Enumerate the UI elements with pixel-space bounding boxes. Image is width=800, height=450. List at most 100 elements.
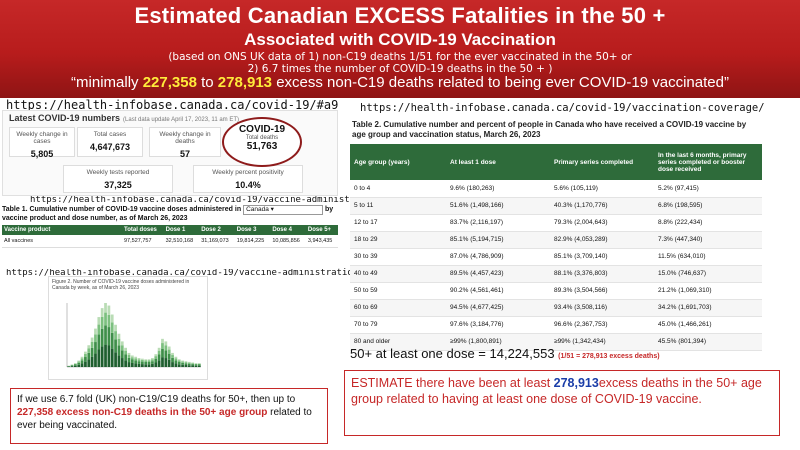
chart-bar <box>157 360 161 367</box>
chart-bar <box>107 305 111 315</box>
chart-bar <box>100 346 104 367</box>
table1-grid: Vaccine product Total doses Dose 1 Dose … <box>2 225 338 248</box>
card-weekly-cases: Weekly change in cases 5,805 <box>9 127 75 159</box>
chart-bar <box>171 352 174 356</box>
chart-bar <box>127 355 131 358</box>
fifty-plus-dose-summary: 50+ at least one dose = 14,224,553 (1/51… <box>350 346 770 368</box>
chart-bar <box>94 353 97 367</box>
chart-bar <box>77 360 81 362</box>
chart-bar <box>154 354 158 357</box>
headline-claim: “minimally 227,358 to 278,913 excess non… <box>0 74 800 91</box>
table-row: 40 to 49 89.5% (4,457,423) 88.1% (3,376,80… <box>350 265 762 283</box>
chart-bar <box>104 303 107 313</box>
column-header: In the last 6 months, primary series com… <box>654 144 762 180</box>
chart-bar <box>197 363 201 364</box>
table1-caption: Table 1. Cumulative number of COVID-19 v… <box>2 205 338 223</box>
chart-bar <box>127 352 131 356</box>
chart-bar <box>100 308 104 317</box>
claim-suffix: excess non-C19 deaths related to being e… <box>272 74 729 91</box>
slide-title: Estimated Canadian EXCESS Fatalities in … <box>134 3 666 28</box>
chart-bar <box>141 361 144 365</box>
chart-bar <box>120 350 124 359</box>
chart-bar <box>134 356 138 359</box>
card-value: 37,325 <box>104 180 132 190</box>
chart-bar <box>184 362 188 364</box>
chart-bar <box>70 364 74 366</box>
card-label: Weekly change in cases <box>16 131 68 145</box>
card-label: Weekly tests reported <box>86 169 150 176</box>
chart-bar <box>177 364 181 367</box>
table2-grid: Age group (years) At least 1 dose Primar… <box>350 144 762 351</box>
column-header: Primary series completed <box>550 144 654 180</box>
table2-body: 0 to 4 9.6% (180,263) 5.6% (105,119) 5.2% (… <box>350 180 762 351</box>
table-header-row: Age group (years) At least 1 dose Primar… <box>350 144 762 180</box>
chart-bar <box>90 341 94 348</box>
table-cell: ≥99% (1,800,891) <box>446 333 550 351</box>
chart-bar <box>181 361 184 363</box>
table-cell: 89.5% (4,457,423) <box>446 265 550 283</box>
chart-bar <box>151 359 154 362</box>
table-cell: 10,085,856 <box>270 235 306 248</box>
chart-bar <box>161 338 164 344</box>
last-update-text: (Last data update April 17, 2023, 11 am … <box>123 117 239 123</box>
table-cell: 19,814,225 <box>234 235 271 248</box>
chart-bar <box>137 361 141 364</box>
chart-bar <box>114 331 117 340</box>
table-cell: 60 to 69 <box>350 299 446 317</box>
chart-bar <box>127 362 131 367</box>
chart-bar <box>167 349 171 354</box>
table-cell: 85.1% (5,194,715) <box>446 231 550 249</box>
chart-bar <box>161 357 164 367</box>
table-cell: 0 to 4 <box>350 180 446 198</box>
chart-bar <box>177 360 181 363</box>
chart-bar <box>124 347 127 351</box>
chart-bar <box>80 363 84 367</box>
chart-bar <box>191 363 194 365</box>
chart-bar <box>144 360 148 363</box>
right-note-number: 278,913 <box>553 376 599 390</box>
table-cell: 15.0% (746,637) <box>654 265 762 283</box>
chart-bar <box>137 358 141 360</box>
chart-bar <box>97 324 101 335</box>
url-covid19[interactable]: https://health-infobase.canada.ca/covid-… <box>6 98 339 112</box>
url-vaccine-administration-1[interactable]: https://health-infobase.canada.ca/covid-… <box>30 195 388 205</box>
table-row: All vaccines 97,527,757 32,510,168 31,16… <box>2 235 338 248</box>
table-cell: 97.6% (3,184,776) <box>446 316 550 334</box>
chart-bar <box>187 362 191 364</box>
url-vaccination-coverage[interactable]: https://health-infobase.canada.ca/covid-… <box>360 102 765 114</box>
table-row: 60 to 69 94.5% (4,677,425) 93.4% (3,508,11… <box>350 299 762 317</box>
chart-bar <box>171 357 174 363</box>
chart-bar <box>130 355 134 358</box>
column-header: Dose 5+ <box>305 225 338 235</box>
card-label: Weekly percent positivity <box>212 169 284 176</box>
chart-bar <box>110 314 114 323</box>
table-cell: 6.8% (198,595) <box>654 197 762 215</box>
chart-bar <box>154 358 158 363</box>
table-cell: 90.2% (4,561,461) <box>446 282 550 300</box>
right-estimate-note: ESTIMATE there have been at least 278,91… <box>344 370 780 436</box>
highlight-value: 51,763 <box>246 141 278 152</box>
chart-bar <box>94 342 97 354</box>
table-row: 0 to 4 9.6% (180,263) 5.6% (105,119) 5.2% (… <box>350 180 762 198</box>
dose-summary-text: 50+ at least one dose = 14,224,553 <box>350 346 559 361</box>
chart-bar <box>130 359 134 363</box>
chart-bar <box>184 361 188 363</box>
chart-bar <box>187 365 191 367</box>
chart-bar <box>90 337 94 342</box>
panel-title-text: Latest COVID-19 numbers <box>9 113 121 123</box>
chart-bar <box>144 362 148 365</box>
chart-bar <box>97 334 101 350</box>
url-vaccine-administration-2[interactable]: https://health-infobase.canada.ca/covid-… <box>6 268 364 278</box>
left-note-text1: If we use 6.7 fold (UK) non-C19/C19 deat… <box>17 394 296 405</box>
region-select[interactable]: Canada ▾ <box>243 205 324 215</box>
chart-bar <box>141 359 144 362</box>
chart-bar <box>164 345 168 351</box>
card-value: 5,805 <box>30 149 54 159</box>
table-cell: 88.1% (3,376,803) <box>550 265 654 283</box>
claim-low-number: 227,358 <box>142 74 197 91</box>
slide-subtitle: Associated with COVID-19 Vaccination <box>244 30 556 49</box>
chart-bar <box>167 353 171 360</box>
chart-bar <box>154 356 158 359</box>
column-header: Dose 1 <box>163 225 200 235</box>
chart-bar <box>74 363 77 364</box>
